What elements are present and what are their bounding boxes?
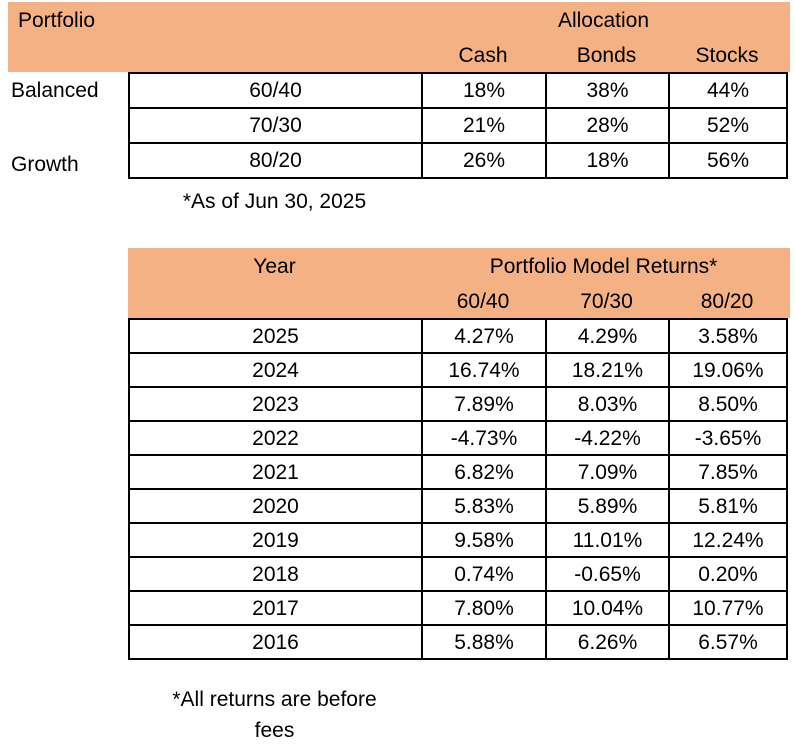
allocation-cash-cell: 21% — [421, 107, 547, 144]
return-6040-cell: 0.74% — [421, 556, 547, 592]
returns-header-band: Year Portfolio Model Returns* 60/40 70/3… — [128, 248, 790, 318]
allocation-model-cell: 80/20 — [128, 142, 423, 179]
allocation-stocks-cell: 56% — [668, 142, 788, 179]
allocation-col-header-bonds: Bonds — [576, 43, 637, 67]
table-row: 2023 7.89% 8.03% 8.50% — [128, 386, 788, 422]
returns-col-header-6040: 60/40 — [456, 289, 510, 313]
portfolio-row-label-balanced: Balanced — [11, 78, 99, 102]
table-row: 2016 5.88% 6.26% 6.57% — [128, 624, 788, 660]
year-cell: 2021 — [128, 454, 423, 490]
return-6040-cell: 16.74% — [421, 352, 547, 388]
allocation-stocks-cell: 52% — [668, 107, 788, 144]
return-8020-cell: 3.58% — [668, 318, 788, 354]
return-6040-cell: 5.83% — [421, 488, 547, 524]
year-cell: 2024 — [128, 352, 423, 388]
table-row: 2025 4.27% 4.29% 3.58% — [128, 318, 788, 354]
return-6040-cell: 7.89% — [421, 386, 547, 422]
allocation-col-header-stocks: Stocks — [695, 43, 759, 67]
year-cell: 2017 — [128, 590, 423, 626]
allocation-cash-cell: 26% — [421, 142, 547, 179]
return-6040-cell: 6.82% — [421, 454, 547, 490]
portfolio-row-label-growth: Growth — [11, 152, 79, 176]
returns-year-header: Year — [253, 254, 296, 278]
return-8020-cell: 6.57% — [668, 624, 788, 660]
return-7030-cell: -4.22% — [545, 420, 670, 456]
allocation-cash-cell: 18% — [421, 72, 547, 109]
year-cell: 2018 — [128, 556, 423, 592]
return-8020-cell: 12.24% — [668, 522, 788, 558]
return-7030-cell: 6.26% — [545, 624, 670, 660]
portfolio-row-labels: Balanced Growth — [8, 72, 126, 185]
return-8020-cell: 5.81% — [668, 488, 788, 524]
allocation-bonds-cell: 38% — [545, 72, 670, 109]
table-row: 70/30 21% 28% 52% — [128, 107, 788, 144]
table-row: 80/20 26% 18% 56% — [128, 142, 788, 179]
return-7030-cell: 10.04% — [545, 590, 670, 626]
allocation-group-header: Allocation — [557, 8, 650, 32]
return-8020-cell: 10.77% — [668, 590, 788, 626]
allocation-model-cell: 60/40 — [128, 72, 423, 109]
return-8020-cell: 19.06% — [668, 352, 788, 388]
table-row: 2017 7.80% 10.04% 10.77% — [128, 590, 788, 626]
return-7030-cell: 8.03% — [545, 386, 670, 422]
return-6040-cell: 5.88% — [421, 624, 547, 660]
allocation-table: 60/40 18% 38% 44% 70/30 21% 28% 52% 80/2… — [128, 72, 788, 179]
returns-footnote: *All returns are before fees — [128, 684, 421, 746]
allocation-model-cell: 70/30 — [128, 107, 423, 144]
returns-footnote-line2: fees — [254, 719, 295, 742]
return-7030-cell: 11.01% — [545, 522, 670, 558]
table-row: 2020 5.83% 5.89% 5.81% — [128, 488, 788, 524]
return-6040-cell: -4.73% — [421, 420, 547, 456]
table-row: 2018 0.74% -0.65% 0.20% — [128, 556, 788, 592]
allocation-footnote: *As of Jun 30, 2025 — [182, 190, 367, 213]
year-cell: 2020 — [128, 488, 423, 524]
table-row: 60/40 18% 38% 44% — [128, 72, 788, 109]
year-cell: 2025 — [128, 318, 423, 354]
returns-col-header-7030: 70/30 — [580, 289, 633, 313]
returns-group-header: Portfolio Model Returns* — [489, 254, 718, 278]
return-7030-cell: 4.29% — [545, 318, 670, 354]
allocation-col-header-cash: Cash — [458, 43, 508, 67]
returns-col-header-8020: 80/20 — [700, 289, 754, 313]
return-8020-cell: 0.20% — [668, 556, 788, 592]
return-6040-cell: 9.58% — [421, 522, 547, 558]
return-7030-cell: 18.21% — [545, 352, 670, 388]
return-7030-cell: -0.65% — [545, 556, 670, 592]
return-8020-cell: 7.85% — [668, 454, 788, 490]
return-8020-cell: -3.65% — [668, 420, 788, 456]
year-cell: 2023 — [128, 386, 423, 422]
return-6040-cell: 7.80% — [421, 590, 547, 626]
return-6040-cell: 4.27% — [421, 318, 547, 354]
return-7030-cell: 7.09% — [545, 454, 670, 490]
allocation-stocks-cell: 44% — [668, 72, 788, 109]
year-cell: 2019 — [128, 522, 423, 558]
year-cell: 2016 — [128, 624, 423, 660]
allocation-bonds-cell: 18% — [545, 142, 670, 179]
table-row: 2019 9.58% 11.01% 12.24% — [128, 522, 788, 558]
table-row: 2024 16.74% 18.21% 19.06% — [128, 352, 788, 388]
return-8020-cell: 8.50% — [668, 386, 788, 422]
table-row: 2021 6.82% 7.09% 7.85% — [128, 454, 788, 490]
returns-table: 2025 4.27% 4.29% 3.58% 2024 16.74% 18.21… — [128, 318, 788, 660]
allocation-header-band: Portfolio Allocation Cash Bonds Stocks — [8, 2, 790, 72]
return-7030-cell: 5.89% — [545, 488, 670, 524]
returns-footnote-line1: *All returns are before — [172, 688, 377, 711]
year-cell: 2022 — [128, 420, 423, 456]
allocation-bonds-cell: 28% — [545, 107, 670, 144]
portfolio-corner-label: Portfolio — [18, 8, 96, 32]
table-row: 2022 -4.73% -4.22% -3.65% — [128, 420, 788, 456]
